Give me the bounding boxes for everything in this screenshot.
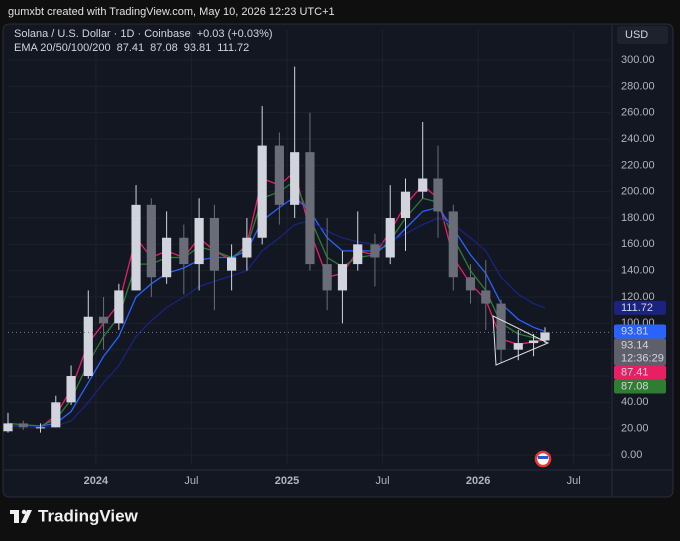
candle-body	[98, 316, 109, 324]
x-tick-label: Jul	[184, 475, 198, 487]
candle-body	[242, 237, 252, 258]
candle-body	[18, 423, 28, 428]
x-tick-label: 2025	[275, 475, 299, 487]
candle-body	[3, 423, 13, 432]
countdown: 12:36:29	[621, 352, 664, 364]
currency: USD	[625, 29, 648, 41]
price-tag-label: 93.81	[621, 325, 649, 337]
brand: TradingView	[38, 506, 139, 525]
candle-body	[540, 332, 550, 341]
y-tick-label: 160.00	[621, 238, 655, 250]
price-tag	[614, 300, 666, 315]
plot	[3, 30, 610, 465]
candle-body	[162, 237, 172, 278]
candle-body	[528, 340, 539, 344]
ema-line	[8, 217, 546, 428]
y-tick-label: 140.00	[621, 265, 655, 277]
x-tick-label: Jul	[376, 475, 390, 487]
legend-value: 87.08	[150, 42, 178, 54]
price-tag-label: 87.08	[621, 380, 649, 392]
candle-body	[465, 277, 476, 291]
candle-body	[179, 237, 189, 265]
candle-body	[337, 264, 348, 291]
candle-body	[227, 257, 237, 271]
candle-body	[83, 316, 93, 376]
price-tag	[614, 324, 666, 339]
legend-value: 93.81	[184, 42, 212, 54]
y-tick-label: 240.00	[621, 133, 655, 145]
candle-body	[448, 211, 458, 278]
candle-body	[370, 244, 380, 258]
candle-body	[114, 290, 124, 324]
candle-body	[433, 178, 443, 212]
candle-body	[66, 375, 76, 403]
y-tick-label: 260.00	[621, 107, 655, 119]
candle-body	[257, 145, 267, 238]
candle-body	[194, 218, 204, 265]
logo	[10, 509, 32, 523]
candle-body	[513, 343, 523, 350]
candle-body	[481, 290, 491, 304]
price-tag-label: 111.72	[621, 302, 653, 314]
triangle-drawing	[492, 315, 550, 366]
candle-body	[290, 152, 300, 205]
candle-body	[385, 218, 395, 258]
legend-value: 87.41	[117, 42, 145, 54]
logo-stem	[14, 510, 19, 523]
y-tick-label: 220.00	[621, 159, 655, 171]
y-tick-label: 20.00	[621, 423, 649, 435]
currency-box	[617, 26, 668, 44]
y-tick-label: 40.00	[621, 396, 649, 408]
price-tag	[614, 338, 666, 366]
logo-slash	[21, 510, 32, 523]
y-tick-label: 180.00	[621, 212, 655, 224]
candle-body	[146, 204, 156, 278]
y-tick-label: 300.00	[621, 54, 655, 66]
event-flag-stripe	[538, 456, 548, 459]
candle-body	[51, 402, 61, 428]
symbol: Solana / U.S. Dollar · 1D · Coinbase	[14, 28, 191, 40]
candle-body	[496, 303, 506, 350]
x-tick-label: Jul	[567, 475, 581, 487]
chart-panel	[2, 23, 674, 498]
y-tick-label: 0.00	[621, 449, 642, 461]
price-tag	[614, 379, 666, 394]
candle-body	[305, 152, 315, 265]
y-tick-label: 280.00	[621, 80, 655, 92]
candle-body	[418, 178, 428, 192]
price-tag	[614, 365, 666, 380]
legend-value: 111.72	[217, 42, 249, 54]
price-tag-label: 87.41	[621, 366, 649, 378]
candle-body	[322, 264, 332, 291]
logo-dot	[21, 509, 27, 515]
candle-body	[131, 204, 141, 291]
x-tick-label: 2024	[84, 475, 109, 487]
price-tag-label: 93.14	[621, 339, 649, 351]
y-tick-label: 120.00	[621, 291, 655, 303]
candle-body	[274, 145, 284, 205]
candle-body	[209, 218, 219, 271]
candle-body	[35, 427, 46, 429]
change: +0.03 (+0.03%)	[197, 28, 273, 40]
x-tick-label: 2026	[466, 475, 490, 487]
candle-body	[353, 244, 363, 265]
candle-body	[400, 191, 411, 219]
header: gumxbt created with TradingView.com, May…	[8, 6, 335, 18]
indicator: EMA 20/50/100/200	[14, 42, 111, 54]
y-tick-label: 200.00	[621, 186, 655, 198]
